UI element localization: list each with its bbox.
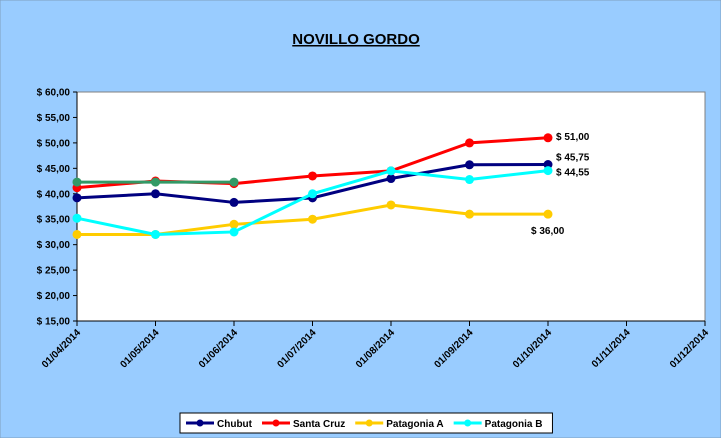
y-tick-label: $ 35,00 — [37, 215, 71, 226]
point — [386, 174, 396, 184]
y-tick-label: $ 20,00 — [37, 291, 71, 302]
point — [465, 175, 474, 185]
point — [229, 177, 239, 187]
legend-marker — [272, 419, 280, 427]
y-tick-label: $ 30,00 — [37, 240, 71, 251]
legend-label: Chubut — [217, 419, 253, 430]
data-label: $ 44,55 — [556, 168, 590, 179]
y-tick-label: $ 15,00 — [37, 317, 71, 328]
point — [72, 229, 82, 239]
point — [308, 189, 317, 199]
point — [386, 166, 396, 176]
y-tick-label: $ 60,00 — [37, 88, 71, 99]
point — [72, 213, 82, 223]
legend-marker — [464, 419, 472, 427]
point — [229, 227, 239, 237]
data-label: $ 51,00 — [556, 132, 590, 143]
point — [308, 214, 317, 224]
point — [229, 197, 239, 207]
point — [386, 200, 396, 210]
point — [308, 171, 317, 181]
point — [465, 209, 474, 219]
y-tick-label: $ 25,00 — [37, 266, 71, 277]
point — [72, 193, 82, 203]
legend: Chubut Santa Cruz Patagonia A Patagonia B — [179, 412, 553, 434]
point — [151, 189, 160, 199]
point — [543, 209, 553, 219]
point — [151, 229, 160, 239]
point — [465, 138, 474, 148]
legend-label: Patagonia A — [386, 419, 443, 430]
point — [543, 166, 553, 176]
y-tick-label: $ 55,00 — [37, 113, 71, 124]
chart-title: NOVILLO GORDO — [292, 31, 420, 48]
legend-label: Patagonia B — [485, 419, 543, 430]
point — [229, 219, 239, 229]
point — [72, 177, 82, 187]
legend-label: Santa Cruz — [293, 419, 345, 430]
point — [151, 177, 160, 187]
y-tick-label: $ 45,00 — [37, 164, 71, 175]
point — [543, 133, 553, 143]
point — [465, 160, 474, 170]
y-tick-label: $ 50,00 — [37, 138, 71, 149]
data-label: $ 45,75 — [556, 153, 590, 164]
data-label: $ 36,00 — [531, 226, 565, 237]
y-tick-label: $ 40,00 — [37, 189, 71, 200]
legend-marker — [365, 419, 373, 427]
legend-marker — [196, 419, 204, 427]
